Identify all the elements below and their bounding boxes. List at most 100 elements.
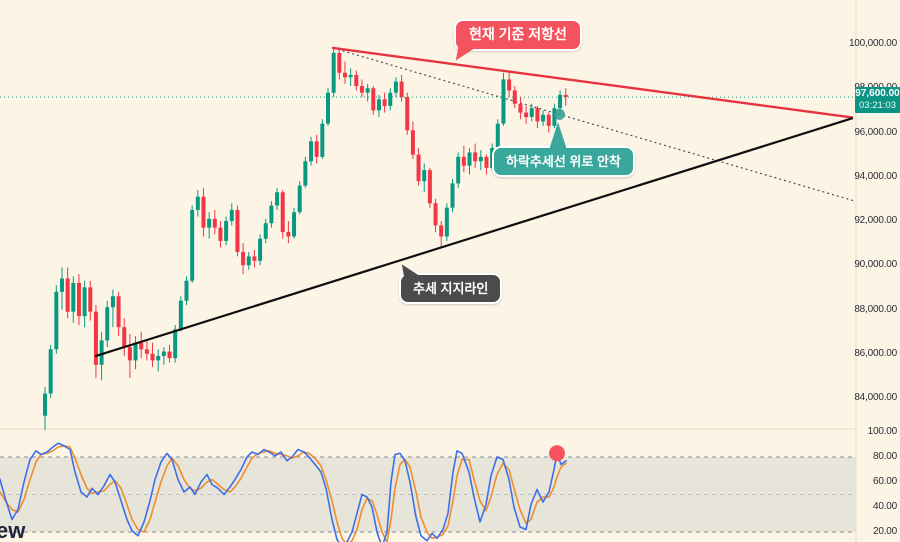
stoch-alert-dot[interactable]: [549, 445, 565, 462]
candle-body: [529, 108, 534, 118]
candle-body: [450, 183, 455, 208]
current-price-badge[interactable]: 97,600.00 03:21:03: [855, 87, 900, 113]
candle-body: [439, 225, 444, 237]
price-axis-label: 84,000.00: [854, 392, 897, 403]
candle-body: [320, 123, 325, 157]
candle-body: [433, 203, 438, 226]
candle-body: [190, 209, 195, 281]
price-axis-label: 92,000.00: [854, 215, 897, 226]
candle-body: [416, 154, 421, 182]
candle-body: [541, 114, 546, 122]
candle-body: [65, 278, 70, 312]
price-axis-label: 100,000.00: [848, 38, 897, 49]
candle-body: [359, 86, 364, 93]
candle-body: [178, 300, 183, 330]
candle-body: [326, 92, 330, 124]
candle-body: [224, 221, 229, 241]
candle-body: [207, 218, 212, 228]
current-price-value: 97,600.00: [855, 88, 900, 99]
candle-body: [127, 347, 132, 361]
candle-body: [116, 296, 121, 328]
candle-body: [410, 130, 415, 155]
candle-body: [552, 108, 557, 126]
candle-body: [314, 141, 319, 157]
settle-label-tail: [549, 122, 567, 150]
candle-body: [371, 88, 376, 111]
candle-body: [354, 74, 359, 87]
resistance-label-tail: [455, 45, 475, 64]
candle-body: [246, 256, 251, 266]
support-label[interactable]: 추세 지지라인: [399, 261, 503, 304]
candle-body: [241, 251, 246, 266]
candle-body: [195, 196, 200, 210]
candle-body: [59, 278, 64, 292]
candle-body: [484, 156, 489, 168]
candle-body: [201, 196, 206, 228]
candle-body: [382, 99, 387, 106]
candle-body: [184, 280, 189, 301]
candle-body: [337, 52, 342, 73]
settle-dot[interactable]: [554, 108, 565, 120]
candle-body: [427, 170, 432, 204]
candle-body: [252, 256, 257, 261]
candle-body: [263, 223, 268, 239]
candle-body: [473, 152, 478, 162]
candle-body: [495, 123, 500, 148]
candle-body: [150, 353, 155, 361]
candle-body: [507, 79, 512, 91]
candle-body: [235, 209, 240, 252]
candle-body: [76, 282, 81, 317]
price-axis-label: 86,000.00: [854, 347, 897, 359]
candle-body: [365, 88, 370, 93]
candle-body: [280, 192, 285, 233]
candle-body: [444, 207, 449, 237]
trendline-falling-dotted[interactable]: [332, 47, 856, 202]
candle-body: [405, 97, 410, 131]
candle-body: [422, 170, 427, 182]
candle-body: [563, 94, 568, 98]
candle-body: [54, 291, 59, 350]
candle-body: [99, 340, 104, 365]
resistance-label[interactable]: 현재 기준 저항선: [454, 19, 582, 64]
candle-body: [269, 205, 274, 224]
support-label-text: 추세 지지라인: [413, 281, 489, 296]
price-axis-label: 88,000.00: [854, 303, 897, 315]
candle-body: [93, 311, 98, 365]
support-label-tail: [401, 261, 420, 279]
candle-body: [292, 212, 297, 237]
bar-countdown: 03:21:03: [859, 100, 896, 111]
price-axis-label: 90,000.00: [854, 259, 897, 271]
candle-body: [212, 218, 217, 228]
stoch-axis-label: 100.00: [867, 426, 898, 437]
stoch-axis-label: 80.00: [872, 451, 897, 462]
candle-body: [393, 81, 398, 93]
candle-body: [48, 349, 53, 394]
candle-body: [376, 99, 381, 111]
candle-body: [478, 156, 483, 162]
candle-body: [229, 209, 234, 221]
candle-body: [43, 393, 47, 416]
candle-body: [275, 192, 280, 206]
candle-body: [133, 342, 138, 361]
price-axis-label: 94,000.00: [854, 170, 897, 182]
candle-body: [161, 351, 166, 356]
tradingview-watermark: ew: [0, 518, 26, 542]
candle-body: [535, 108, 540, 122]
candle-body: [144, 349, 149, 354]
candle-body: [286, 232, 291, 237]
settle-label[interactable]: 하락추세선 위로 안착: [492, 122, 635, 177]
candle-body: [167, 351, 172, 359]
stoch-k-line: [0, 442, 567, 542]
candle-body: [558, 94, 563, 109]
trendline-resistance[interactable]: [331, 46, 854, 119]
candle-body: [309, 141, 314, 162]
candle-body: [546, 114, 551, 126]
candle-body: [461, 156, 466, 166]
resistance-label-text: 현재 기준 저항선: [469, 26, 567, 42]
candle-body: [258, 238, 263, 261]
stoch-axis-label: 40.00: [872, 501, 897, 512]
candle-body: [331, 52, 336, 93]
trendline-support[interactable]: [94, 117, 854, 358]
